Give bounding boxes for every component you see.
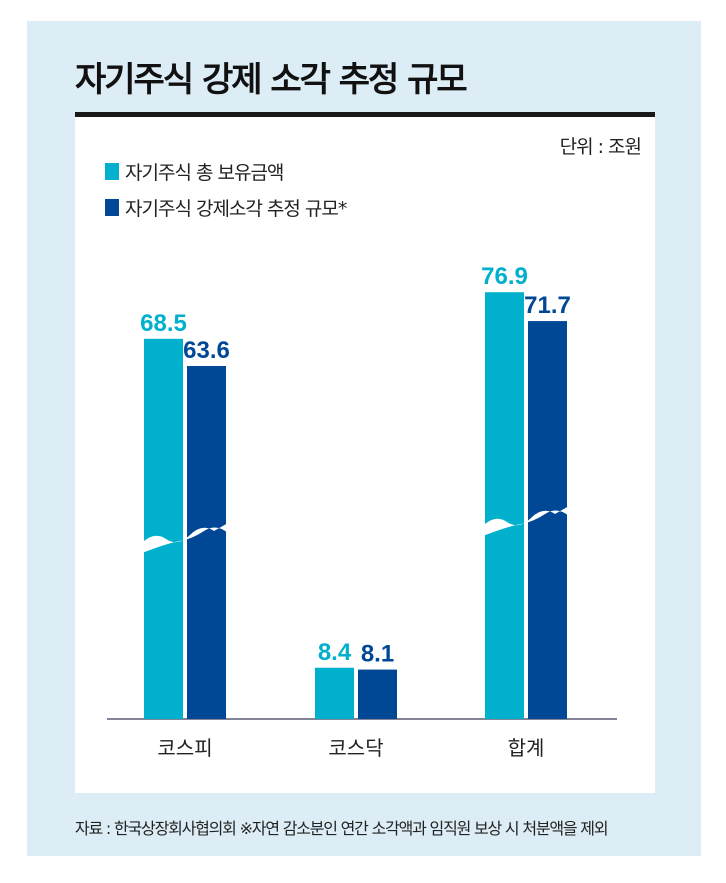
bar-1-0: [315, 667, 354, 719]
chart-title: 자기주식 강제 소각 추정 규모: [75, 60, 468, 100]
value-label-0-1: 63.6: [183, 337, 230, 364]
category-label-2: 합계: [508, 736, 545, 760]
value-label-1-1: 8.1: [361, 641, 394, 668]
bar-0-0: [144, 338, 183, 719]
axis-break-2: [483, 506, 569, 536]
value-label-1-0: 8.4: [318, 639, 352, 666]
bar-2-1: [528, 321, 567, 719]
legend-label-forced: 자기주식 강제소각 추정 규모*: [125, 198, 347, 220]
bar-0-1: [187, 366, 226, 719]
legend-item-total: 자기주식 총 보유금액: [105, 158, 284, 185]
legend-item-forced: 자기주식 강제소각 추정 규모*: [105, 194, 347, 221]
value-label-0-0: 68.5: [140, 310, 187, 337]
legend-label-total: 자기주식 총 보유금액: [125, 162, 284, 184]
value-label-2-1: 71.7: [524, 292, 571, 319]
legend-swatch-forced: [105, 199, 119, 216]
category-label-1: 코스닥: [328, 736, 383, 760]
title-rule: [75, 112, 655, 117]
source-note: 자료 : 한국상장회사협의회 ※자연 감소분인 연간 소각액과 임직원 보상 시…: [75, 819, 609, 838]
category-label-0: 코스피: [157, 736, 212, 760]
legend-swatch-total: [105, 163, 119, 180]
bar-1-1: [358, 669, 397, 719]
axis-break-0: [142, 523, 228, 553]
bar-2-0: [485, 292, 524, 719]
value-label-2-0: 76.9: [481, 263, 528, 290]
unit-label: 단위 : 조원: [559, 136, 642, 158]
